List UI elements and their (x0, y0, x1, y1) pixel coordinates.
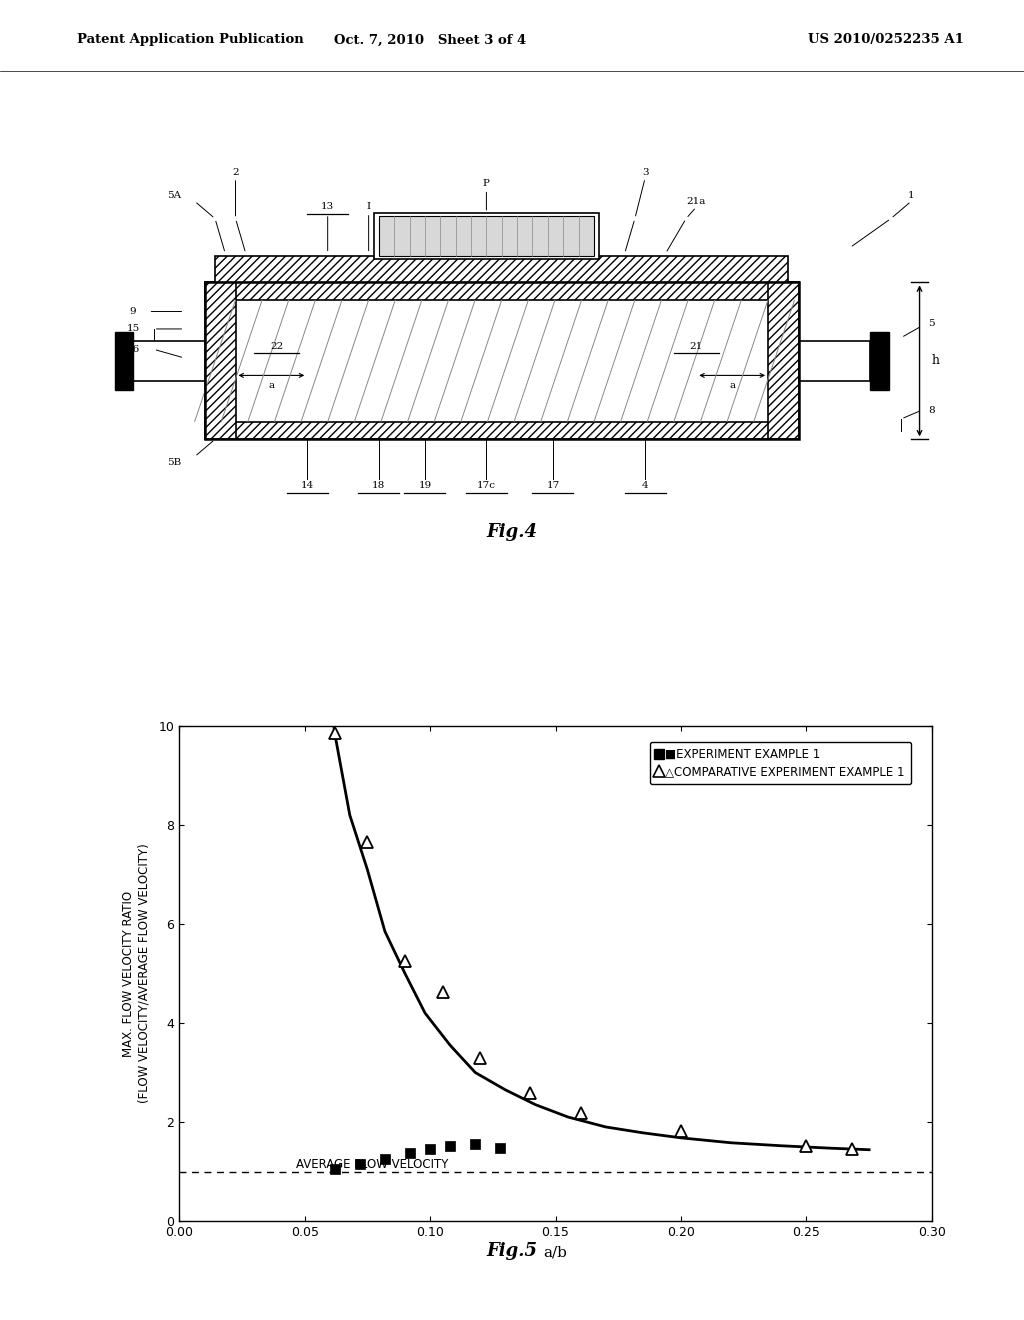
Text: 17c: 17c (477, 482, 496, 490)
Text: Fig.5: Fig.5 (486, 1242, 538, 1261)
Polygon shape (379, 215, 594, 256)
Text: 21: 21 (690, 342, 702, 351)
Text: a: a (729, 381, 735, 391)
Text: 18: 18 (373, 482, 385, 490)
Text: 3: 3 (642, 168, 648, 177)
X-axis label: a/b: a/b (544, 1246, 567, 1259)
Polygon shape (374, 213, 599, 259)
Text: 16: 16 (127, 345, 139, 354)
Text: 17: 17 (547, 482, 559, 490)
Polygon shape (236, 300, 768, 422)
Polygon shape (799, 341, 870, 381)
Polygon shape (115, 331, 133, 389)
Text: I: I (367, 202, 371, 211)
Text: 9: 9 (130, 308, 136, 315)
Text: 14: 14 (301, 482, 313, 490)
Polygon shape (205, 422, 799, 440)
Text: Fig.4: Fig.4 (486, 523, 538, 541)
Polygon shape (768, 282, 799, 440)
Text: 2: 2 (232, 168, 239, 177)
Polygon shape (215, 256, 788, 282)
Text: AVERAGE FLOW VELOCITY: AVERAGE FLOW VELOCITY (296, 1158, 449, 1171)
Polygon shape (205, 282, 236, 440)
Legend: ■EXPERIMENT EXAMPLE 1, △COMPARATIVE EXPERIMENT EXAMPLE 1: ■EXPERIMENT EXAMPLE 1, △COMPARATIVE EXPE… (650, 742, 911, 784)
Text: 15: 15 (127, 325, 139, 334)
Text: 1: 1 (908, 191, 914, 199)
Text: 22: 22 (270, 342, 283, 351)
Text: P: P (483, 180, 489, 189)
Text: US 2010/0252235 A1: US 2010/0252235 A1 (808, 33, 964, 46)
Y-axis label: MAX. FLOW VELOCITY RATIO
(FLOW VELOCITY/AVERAGE FLOW VELOCITY): MAX. FLOW VELOCITY RATIO (FLOW VELOCITY/… (122, 843, 151, 1104)
Text: 21a: 21a (687, 197, 706, 206)
Text: 4: 4 (642, 482, 648, 490)
Polygon shape (133, 341, 205, 381)
Polygon shape (205, 282, 799, 300)
Text: 19: 19 (419, 482, 431, 490)
Text: a: a (268, 381, 274, 391)
Text: 5A: 5A (167, 191, 181, 199)
Text: 5: 5 (929, 318, 935, 327)
Text: h: h (932, 354, 940, 367)
Text: Patent Application Publication: Patent Application Publication (77, 33, 303, 46)
Text: Oct. 7, 2010   Sheet 3 of 4: Oct. 7, 2010 Sheet 3 of 4 (334, 33, 526, 46)
Text: 5B: 5B (167, 458, 181, 467)
Text: 8: 8 (929, 405, 935, 414)
Text: 13: 13 (322, 202, 334, 211)
Polygon shape (870, 331, 889, 389)
